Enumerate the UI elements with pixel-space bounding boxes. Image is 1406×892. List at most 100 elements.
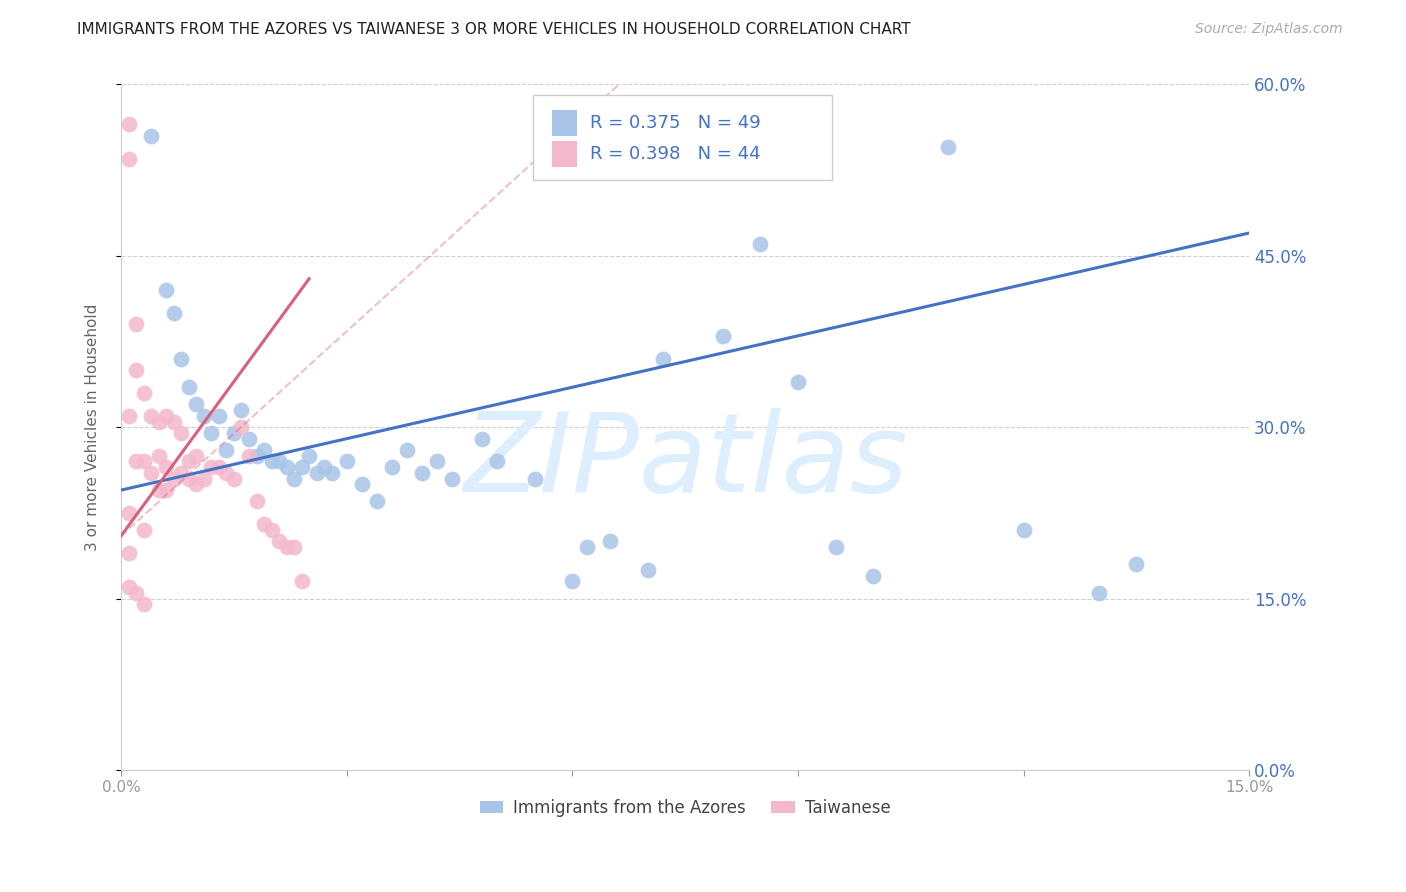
Point [938, 140, 960, 154]
FancyBboxPatch shape [533, 95, 832, 180]
Point [177, 472, 200, 486]
Point [148, 415, 170, 429]
Point [366, 494, 388, 508]
Point [200, 425, 222, 440]
Point [824, 540, 846, 554]
Point [486, 454, 509, 468]
Point [215, 466, 238, 480]
Point [163, 415, 186, 429]
Point [118, 506, 141, 520]
Point [350, 477, 373, 491]
Point [118, 117, 141, 131]
Point [336, 454, 359, 468]
Legend: Immigrants from the Azores, Taiwanese: Immigrants from the Azores, Taiwanese [474, 792, 897, 823]
Point [276, 540, 298, 554]
Point [148, 483, 170, 497]
Point [141, 128, 163, 143]
Point [238, 449, 260, 463]
Point [298, 449, 321, 463]
Text: R = 0.398   N = 44: R = 0.398 N = 44 [591, 145, 761, 162]
Point [426, 454, 449, 468]
Text: IMMIGRANTS FROM THE AZORES VS TAIWANESE 3 OR MORE VEHICLES IN HOUSEHOLD CORRELAT: IMMIGRANTS FROM THE AZORES VS TAIWANESE … [77, 22, 911, 37]
Point [381, 460, 404, 475]
Point [238, 432, 260, 446]
Point [125, 454, 148, 468]
Point [260, 523, 283, 537]
Point [132, 386, 155, 401]
Point [231, 403, 253, 417]
Point [141, 409, 163, 423]
Text: ZIPatlas: ZIPatlas [463, 408, 907, 515]
Point [599, 534, 621, 549]
Point [148, 449, 170, 463]
Point [170, 351, 193, 366]
Point [291, 574, 314, 589]
Point [283, 472, 305, 486]
Point [141, 466, 163, 480]
Point [1125, 558, 1147, 572]
Point [267, 534, 290, 549]
Point [1088, 586, 1111, 600]
Point [208, 460, 231, 475]
Point [561, 574, 583, 589]
Point [193, 472, 215, 486]
Point [637, 563, 659, 577]
Point [193, 409, 215, 423]
Point [253, 443, 276, 458]
Point [1012, 523, 1035, 537]
Point [132, 523, 155, 537]
Point [155, 483, 177, 497]
Point [125, 363, 148, 377]
Point [267, 454, 290, 468]
Point [163, 472, 186, 486]
Point [787, 375, 810, 389]
Point [215, 443, 238, 458]
Point [862, 568, 884, 582]
Point [132, 597, 155, 611]
Point [711, 328, 734, 343]
Point [441, 472, 464, 486]
Point [231, 420, 253, 434]
Point [118, 152, 141, 166]
Point [208, 409, 231, 423]
Point [222, 425, 245, 440]
Point [411, 466, 433, 480]
Point [155, 460, 177, 475]
Point [222, 472, 245, 486]
Point [749, 237, 772, 252]
Point [186, 449, 208, 463]
Point [471, 432, 494, 446]
Point [163, 306, 186, 320]
Point [125, 318, 148, 332]
Text: Source: ZipAtlas.com: Source: ZipAtlas.com [1195, 22, 1343, 37]
Point [125, 586, 148, 600]
Point [245, 494, 267, 508]
Point [253, 517, 276, 532]
Point [276, 460, 298, 475]
FancyBboxPatch shape [553, 141, 576, 167]
Point [305, 466, 328, 480]
Point [177, 380, 200, 394]
Point [314, 460, 336, 475]
Point [651, 351, 673, 366]
Point [170, 466, 193, 480]
Point [395, 443, 418, 458]
Point [155, 283, 177, 297]
Y-axis label: 3 or more Vehicles in Household: 3 or more Vehicles in Household [86, 303, 100, 551]
Point [291, 460, 314, 475]
Point [260, 454, 283, 468]
Point [155, 409, 177, 423]
Point [118, 409, 141, 423]
Point [576, 540, 599, 554]
Point [283, 540, 305, 554]
Point [177, 454, 200, 468]
Point [170, 425, 193, 440]
FancyBboxPatch shape [553, 110, 576, 136]
Point [118, 546, 141, 560]
Point [132, 454, 155, 468]
Point [245, 449, 267, 463]
Point [321, 466, 343, 480]
Point [523, 472, 546, 486]
Point [200, 460, 222, 475]
Point [118, 580, 141, 594]
